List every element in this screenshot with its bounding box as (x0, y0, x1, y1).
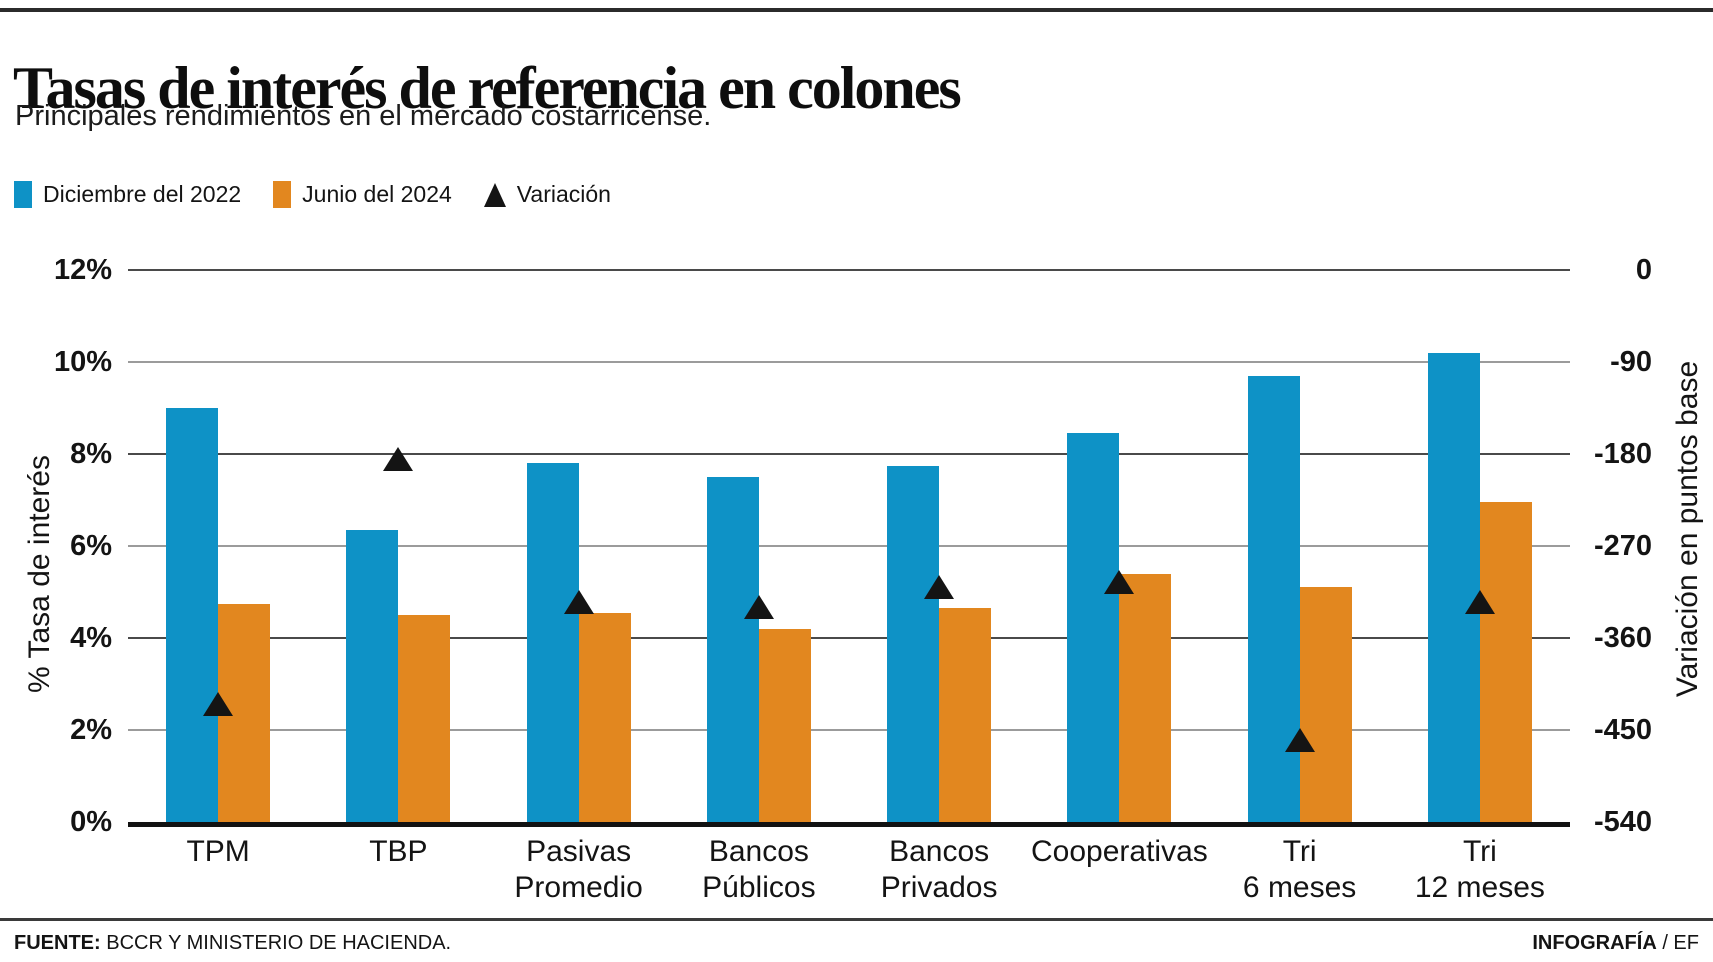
legend-label: Variación (516, 181, 611, 207)
bar-diciembre-2022 (1427, 352, 1480, 822)
gridline (128, 637, 1570, 639)
y-axis-tick-left: 4% (70, 622, 112, 654)
y-axis-tick-right: 0 (1635, 254, 1652, 286)
bar-diciembre-2022 (1247, 375, 1300, 822)
x-axis-category-label: Tri 12 meses (1375, 834, 1585, 906)
y-axis-tick-left: 12% (53, 254, 112, 286)
x-axis-category-line: Bancos (889, 835, 990, 868)
credit-bold: INFOGRAFÍA (1532, 932, 1657, 954)
x-axis-category-line: Privados (880, 871, 998, 904)
gridline (128, 545, 1570, 547)
bar-diciembre-2022 (887, 465, 940, 822)
x-axis-category-label: Bancos Privados (834, 834, 1044, 906)
bar-diciembre-2022 (706, 477, 759, 822)
plot-area (128, 269, 1570, 827)
bar-diciembre-2022 (346, 529, 399, 822)
bar-junio-2024 (1299, 587, 1352, 822)
variation-marker (383, 447, 414, 472)
x-axis-category-line: Tri (1282, 835, 1317, 868)
y-axis-tick-right: -270 (1593, 530, 1652, 562)
y-axis-tick-right: -450 (1593, 714, 1652, 746)
x-axis-category-line: Públicos (702, 871, 816, 904)
variation-marker (1464, 590, 1495, 615)
top-rule (0, 8, 1713, 12)
x-axis-category-line: 6 meses (1242, 871, 1357, 904)
bar-junio-2024 (398, 615, 451, 822)
legend-item-diciembre-2022: Diciembre del 2022 (14, 181, 241, 208)
y-axis-tick-left: 10% (53, 346, 112, 378)
bar-diciembre-2022 (166, 408, 219, 822)
y-axis-tick-right: -90 (1610, 346, 1652, 378)
y-axis-tick-left: 6% (70, 530, 112, 562)
y-axis-tick-left: 2% (70, 714, 112, 746)
y-axis-tick-right: -540 (1593, 806, 1652, 838)
variation-marker (203, 692, 234, 717)
legend-label: Diciembre del 2022 (43, 181, 242, 207)
x-axis-category-label: Tri 6 meses (1195, 834, 1405, 906)
bar-diciembre-2022 (526, 463, 579, 822)
x-axis-category-line: Cooperativas (1030, 835, 1208, 868)
bar-junio-2024 (1119, 573, 1172, 822)
variation-marker (563, 590, 594, 615)
page-title: Tasas de interés de referencia en colone… (13, 55, 962, 122)
page-subtitle: Principales rendimientos en el mercado c… (15, 100, 712, 132)
legend-label: Junio del 2024 (302, 181, 452, 207)
legend-item-variacion: Variación (483, 181, 611, 208)
source-label: FUENTE: (14, 932, 101, 954)
source-credit: FUENTE: BCCR Y MINISTERIO DE HACIENDA. (14, 932, 451, 955)
gridline (128, 453, 1570, 455)
bar-junio-2024 (939, 608, 992, 822)
x-axis-category-label: Cooperativas (1014, 834, 1224, 870)
x-axis-category-label: TPM (113, 834, 323, 870)
x-axis-category-line: Promedio (514, 871, 643, 904)
blue-square-icon (14, 181, 32, 208)
bar-junio-2024 (758, 628, 811, 822)
x-axis-category-label: TBP (293, 834, 503, 870)
chart: % Tasa de interés Variación en puntos ba… (0, 230, 1713, 930)
black-triangle-icon (483, 182, 506, 207)
gridline (128, 361, 1570, 363)
footer-rule (0, 918, 1713, 921)
bar-diciembre-2022 (1067, 433, 1120, 822)
x-axis-category-line: TPM (186, 835, 250, 868)
legend: Diciembre del 2022 Junio del 2024 Variac… (14, 181, 643, 208)
variation-marker (1284, 728, 1315, 753)
gridline (128, 729, 1570, 731)
orange-square-icon (273, 181, 292, 208)
legend-item-junio-2024: Junio del 2024 (273, 181, 452, 208)
x-axis-category-line: Pasivas (526, 835, 632, 868)
credit-rest: / EF (1656, 932, 1699, 954)
bar-junio-2024 (578, 612, 631, 822)
y-axis-tick-left: 0% (70, 806, 112, 838)
x-axis-category-label: Pasivas Promedio (474, 834, 684, 906)
y-axis-tick-right: -360 (1593, 622, 1652, 654)
x-axis-category-line: 12 meses (1414, 871, 1545, 904)
x-axis-category-line: Tri (1462, 835, 1497, 868)
x-axis-category-label: Bancos Públicos (654, 834, 864, 906)
gridline (128, 269, 1570, 271)
x-axis-category-line: TBP (369, 835, 428, 868)
y-axis-tick-left: 8% (70, 438, 112, 470)
infographic-credit: INFOGRAFÍA / EF (1532, 932, 1699, 955)
source-text: BCCR Y MINISTERIO DE HACIENDA. (100, 932, 452, 954)
y-axis-title-right: Variación en puntos base (1671, 360, 1704, 698)
variation-marker (924, 574, 955, 599)
bar-junio-2024 (1479, 502, 1532, 822)
variation-marker (743, 595, 774, 620)
y-axis-tick-right: -180 (1593, 438, 1652, 470)
x-axis-category-line: Bancos (708, 835, 809, 868)
variation-marker (1104, 569, 1135, 594)
